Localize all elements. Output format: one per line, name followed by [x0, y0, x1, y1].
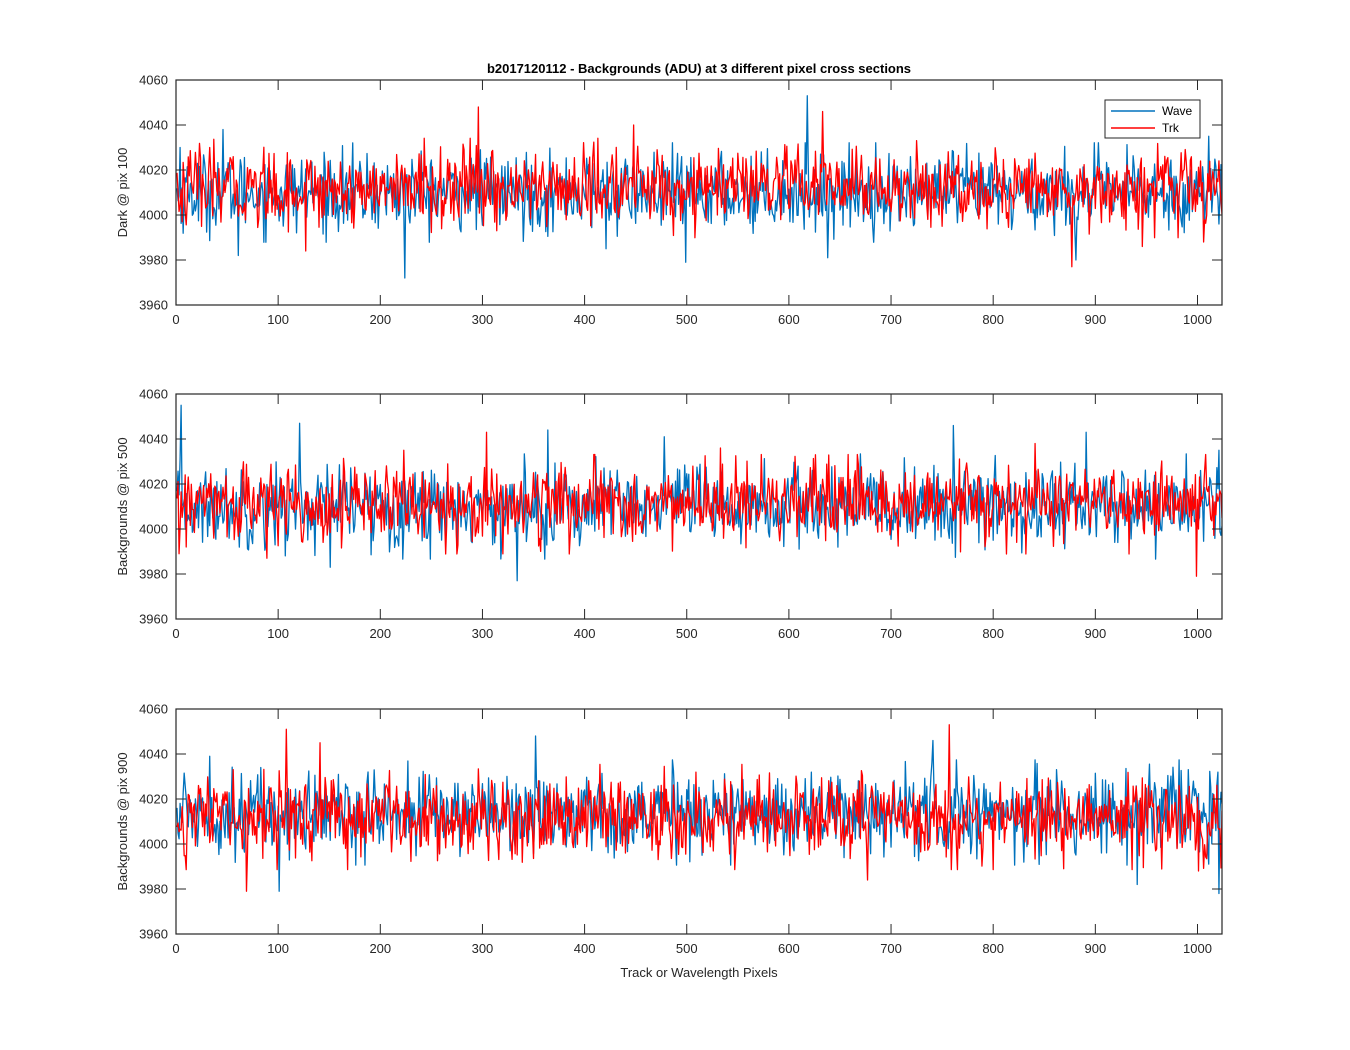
x-tick-label: 1000 [1183, 626, 1212, 641]
y-tick-label: 3980 [139, 253, 168, 268]
y-axis-label: Backgrounds @ pix 900 [115, 752, 130, 890]
series-group [176, 404, 1222, 582]
x-tick-label: 0 [172, 941, 179, 956]
y-axis-label: Backgrounds @ pix 500 [115, 437, 130, 575]
x-tick-label: 800 [982, 941, 1004, 956]
x-tick-label: 1000 [1183, 312, 1212, 327]
x-tick-label: 500 [676, 626, 698, 641]
x-tick-label: 400 [574, 626, 596, 641]
axes-box [175, 708, 1223, 935]
x-tick-label: 700 [880, 312, 902, 327]
x-tick-label: 600 [778, 941, 800, 956]
y-tick-label: 3960 [139, 927, 168, 942]
x-tick-label: 200 [369, 941, 391, 956]
x-tick-label: 700 [880, 626, 902, 641]
y-axis-label: Dark @ pix 100 [115, 148, 130, 238]
x-tick-label: 400 [574, 941, 596, 956]
y-tick-label: 3980 [139, 567, 168, 582]
y-tick-label: 4040 [139, 118, 168, 133]
x-tick-label: 800 [982, 626, 1004, 641]
y-tick-label: 4040 [139, 747, 168, 762]
x-tick-label: 800 [982, 312, 1004, 327]
y-tick-label: 4060 [139, 702, 168, 717]
x-tick-label: 500 [676, 312, 698, 327]
legend: Wave Trk [1104, 99, 1201, 139]
series-line-trk [176, 724, 1222, 892]
x-tick-label: 900 [1084, 941, 1106, 956]
x-tick-label: 900 [1084, 626, 1106, 641]
x-tick-label: 700 [880, 941, 902, 956]
x-tick-label: 300 [472, 941, 494, 956]
series-line-wave [176, 404, 1222, 582]
x-axis-label: Track or Wavelength Pixels [620, 965, 778, 980]
x-tick-label: 100 [267, 626, 289, 641]
x-tick-label: 300 [472, 312, 494, 327]
legend-label-wave: Wave [1162, 104, 1193, 118]
figure-title: b2017120112 - Backgrounds (ADU) at 3 dif… [487, 61, 911, 76]
x-tick-label: 500 [676, 941, 698, 956]
x-tick-label: 200 [369, 626, 391, 641]
x-tick-label: 0 [172, 312, 179, 327]
x-tick-label: 1000 [1183, 941, 1212, 956]
y-tick-label: 4020 [139, 163, 168, 178]
series-line-trk [176, 106, 1222, 268]
y-tick-label: 3960 [139, 612, 168, 627]
x-tick-label: 100 [267, 312, 289, 327]
x-tick-label: 200 [369, 312, 391, 327]
subplots: 0 100 200 300 400 500 600 700 800 900 100039603980… [115, 73, 1223, 956]
y-tick-label: 4000 [139, 837, 168, 852]
legend-box [1104, 99, 1201, 139]
x-tick-label: 600 [778, 312, 800, 327]
y-tick-label: 4020 [139, 792, 168, 807]
y-tick-label: 4060 [139, 387, 168, 402]
x-tick-label: 900 [1084, 312, 1106, 327]
y-tick-label: 4060 [139, 73, 168, 88]
x-tick-label: 400 [574, 312, 596, 327]
series-group [176, 95, 1222, 279]
series-line-trk [176, 431, 1222, 577]
x-tick-label: 0 [172, 626, 179, 641]
y-tick-label: 3960 [139, 298, 168, 313]
y-tick-label: 4000 [139, 208, 168, 223]
y-tick-label: 4020 [139, 477, 168, 492]
legend-label-trk: Trk [1162, 121, 1180, 135]
axes-box [175, 79, 1223, 306]
axes-box [175, 393, 1223, 620]
series-group [176, 724, 1222, 895]
y-tick-label: 3980 [139, 882, 168, 897]
y-tick-label: 4000 [139, 522, 168, 537]
x-tick-label: 600 [778, 626, 800, 641]
subplot-1: 0 100 200 300 400 500 600 700 800 900 1000 3960 3980… [115, 73, 1223, 327]
y-tick-label: 4040 [139, 432, 168, 447]
x-tick-label: 300 [472, 626, 494, 641]
subplot-2: 0 100 200 300 400 500 600 700 800 900 1000 3960 3980… [115, 387, 1223, 641]
x-tick-label: 100 [267, 941, 289, 956]
subplot-3: 0 100 200 300 400 500 600 700 800 900 1000 3960 3980… [115, 702, 1223, 956]
